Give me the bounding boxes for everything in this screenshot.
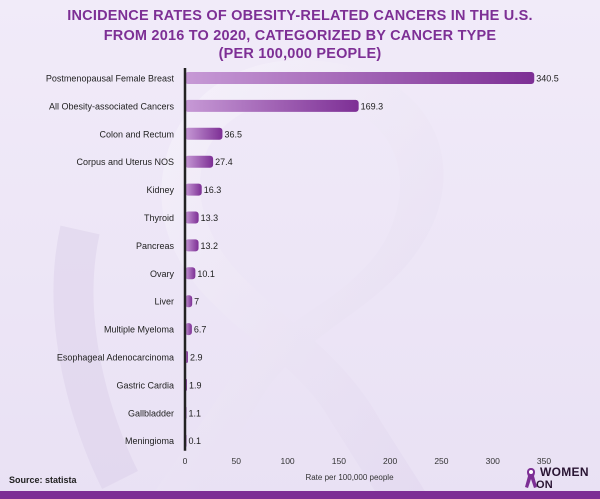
bar bbox=[185, 267, 196, 280]
category-label: Esophageal Adenocarcinoma bbox=[57, 353, 174, 363]
chart-title-line-2: FROM 2016 TO 2020, CATEGORIZED BY CANCER… bbox=[103, 28, 497, 44]
x-tick-label: 50 bbox=[232, 456, 242, 466]
value-label: 6.7 bbox=[194, 325, 207, 335]
bar bbox=[185, 127, 223, 140]
x-tick-label: 0 bbox=[183, 456, 188, 466]
bar bbox=[185, 295, 193, 308]
x-tick-label: 250 bbox=[434, 456, 448, 466]
value-label: 1.1 bbox=[189, 408, 202, 418]
category-label: Corpus and Uterus NOS bbox=[76, 157, 174, 167]
value-label: 27.4 bbox=[215, 157, 233, 167]
bar bbox=[185, 183, 202, 196]
bar bbox=[185, 211, 199, 224]
x-tick-label: 150 bbox=[332, 456, 346, 466]
category-label: Meningioma bbox=[125, 436, 174, 446]
women-on-guard-logo: WOMEN ON GUARD bbox=[524, 465, 594, 499]
category-label: Colon and Rectum bbox=[99, 129, 174, 139]
bar bbox=[185, 239, 199, 252]
bar bbox=[185, 155, 214, 168]
bar bbox=[185, 323, 192, 336]
bar bbox=[185, 99, 359, 112]
value-label: 1.9 bbox=[189, 380, 202, 390]
chart-title-line-3: (PER 100,000 PEOPLE) bbox=[218, 46, 382, 62]
x-tick-label: 350 bbox=[537, 456, 551, 466]
value-label: 13.3 bbox=[201, 213, 219, 223]
value-label: 0.1 bbox=[189, 436, 202, 446]
footer-bar bbox=[0, 491, 600, 499]
value-label: 36.5 bbox=[224, 129, 242, 139]
logo-text-women: WOMEN bbox=[540, 465, 589, 479]
value-label: 16.3 bbox=[204, 185, 222, 195]
value-label: 2.9 bbox=[190, 353, 203, 363]
chart-title-line-1: INCIDENCE RATES OF OBESITY-RELATED CANCE… bbox=[67, 8, 533, 24]
category-label: Thyroid bbox=[144, 213, 174, 223]
source-note: Source: statista bbox=[9, 475, 77, 485]
category-label: Ovary bbox=[150, 269, 175, 279]
category-label: Gallbladder bbox=[128, 408, 174, 418]
category-label: Liver bbox=[154, 297, 174, 307]
value-label: 10.1 bbox=[197, 269, 215, 279]
category-label: Postmenopausal Female Breast bbox=[46, 74, 175, 84]
category-label: Pancreas bbox=[136, 241, 175, 251]
category-label: Gastric Cardia bbox=[116, 380, 174, 390]
x-tick-label: 300 bbox=[486, 456, 500, 466]
value-label: 340.5 bbox=[536, 74, 559, 84]
value-label: 7 bbox=[194, 297, 199, 307]
category-label: Kidney bbox=[146, 185, 174, 195]
category-label: Multiple Myeloma bbox=[104, 325, 174, 335]
x-axis-label: Rate per 100,000 people bbox=[305, 473, 394, 482]
ribbon-logo-icon bbox=[525, 468, 537, 488]
x-tick-label: 100 bbox=[280, 456, 294, 466]
value-label: 13.2 bbox=[201, 241, 219, 251]
x-tick-label: 200 bbox=[383, 456, 397, 466]
bar bbox=[185, 72, 535, 84]
value-label: 169.3 bbox=[361, 101, 384, 111]
category-label: All Obesity-associated Cancers bbox=[49, 101, 175, 111]
